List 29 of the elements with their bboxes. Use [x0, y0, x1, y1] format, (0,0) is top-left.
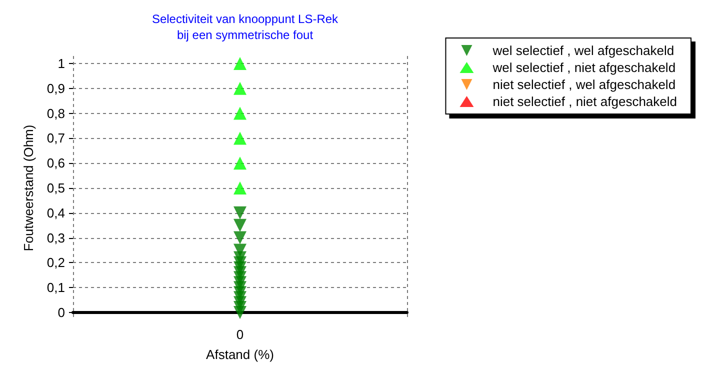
point: [234, 182, 246, 194]
point: [234, 156, 246, 170]
y-tick-label: 0,3: [46, 230, 65, 246]
y-tick-label: 0,2: [46, 255, 65, 270]
y-tick-label: 1: [58, 56, 65, 71]
point: [234, 306, 246, 320]
y-tick-label: 0,1: [46, 280, 65, 296]
chart-subtitle: bij een symmetrische fout: [176, 28, 314, 42]
y-axis-title: Foutweerstand (Ohm): [21, 124, 36, 252]
point: [234, 231, 246, 244]
y-tick-label: 0,5: [46, 180, 65, 196]
point: [234, 82, 246, 95]
y-tick-label: 0,4: [46, 205, 65, 220]
legend-label: wel selectief , niet afgeschakeld: [492, 60, 676, 75]
y-tick-label: 0,6: [46, 156, 65, 171]
legend-label: niet selectief , wel afgeschakeld: [492, 77, 676, 92]
legend-label: wel selectief , wel afgeschakeld: [492, 43, 674, 58]
y-tick-label: 0,9: [46, 80, 65, 96]
legend-label: niet selectief , niet afgeschakeld: [492, 94, 677, 109]
point: [234, 218, 246, 232]
y-tick-label: 0,7: [46, 130, 65, 146]
chart-title: Selectiviteit van knooppunt LS-Rek: [152, 12, 340, 26]
point: [234, 132, 246, 145]
point: [234, 106, 246, 120]
y-tick-label: 0,8: [46, 106, 65, 121]
x-axis-title: Afstand (%): [206, 347, 274, 362]
point: [234, 206, 246, 220]
y-tick-label: 0: [58, 305, 65, 320]
point: [234, 56, 246, 70]
